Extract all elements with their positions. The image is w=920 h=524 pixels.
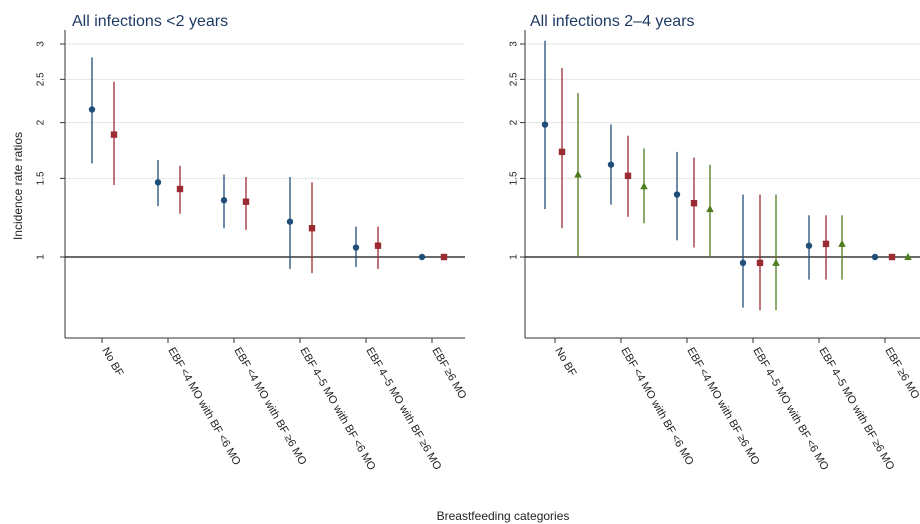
panel2-series3-point <box>772 258 780 266</box>
panel2-ytick-label: 1 <box>509 254 520 260</box>
panel2-category-label: EBF 4–5 MO with BF <6 MO <box>750 346 830 473</box>
panel2-category-label: EBF <4 MO with BF <6 MO <box>618 346 696 468</box>
panel2-series1-point <box>607 161 615 168</box>
panel1-category-label: EBF <4 MO with BF <6 MO <box>165 346 243 468</box>
x-axis-label: Breastfeeding categories <box>437 509 570 523</box>
panel1-series2-point <box>242 198 250 205</box>
panel2-series1-point <box>871 253 879 261</box>
panel2-ytick-label: 1.5 <box>509 171 520 185</box>
panel1-ytick-label: 2.5 <box>36 72 47 86</box>
panel1-series2-point <box>110 131 118 138</box>
panel1-series1-point <box>154 179 162 186</box>
panel1-category-label: EBF 4–5 MO with BF ≥6 MO <box>363 346 443 473</box>
panel2-ytick-label: 2.5 <box>509 72 520 86</box>
panel2-series2-point <box>822 240 830 248</box>
panel1-category-label: EBF <4 MO with BF ≥6 MO <box>231 346 308 468</box>
panel1-category-label: No BF <box>99 346 125 379</box>
panel1-ytick-label: 3 <box>36 41 47 47</box>
panel1-ytick-label: 1.5 <box>36 171 47 185</box>
panel2-category-label: EBF <4 MO with BF ≥6 MO <box>684 346 761 468</box>
panel2-ytick-label: 3 <box>509 41 520 47</box>
panel1-category-label: EBF ≥6 MO <box>429 346 468 402</box>
panel1-series1-point <box>418 253 426 261</box>
panel1-title: All infections <2 years <box>72 13 228 30</box>
panel2-series3-point <box>706 205 714 213</box>
panel2-category-label: No BF <box>552 346 578 379</box>
panel2-title: All infections 2–4 years <box>530 13 695 30</box>
y-axis-label: Incidence rate ratios <box>11 132 25 240</box>
panel2-category-label: EBF 4–5 MO with BF ≥6 MO <box>816 346 896 473</box>
panel1-category-label: EBF 4–5 MO with BF <6 MO <box>297 346 377 473</box>
panel1-series2-point <box>308 225 316 232</box>
panel2-series2-point <box>888 253 896 261</box>
panel1-series2-point <box>374 242 382 249</box>
panel2-category-label: EBF ≥6 MO <box>882 346 920 402</box>
panel2-series2-point <box>558 148 566 156</box>
panel1-series1-point <box>220 197 228 204</box>
panel2-series1-point <box>805 242 813 249</box>
panel2-series2-point <box>690 199 698 207</box>
panel1-series1-point <box>286 218 294 225</box>
panel2-series2-point <box>624 172 632 180</box>
panel1-ytick-label: 1 <box>36 254 47 260</box>
panel1-series2-point <box>440 253 448 261</box>
panel2-series1-point <box>673 191 681 198</box>
panel2-series3-point <box>904 253 912 260</box>
panel2-ytick-label: 2 <box>509 119 520 125</box>
panel2-series1-point <box>739 259 747 267</box>
panel1-series2-point <box>176 185 184 193</box>
panel2-series3-point <box>640 182 648 190</box>
panel1-series1-point <box>88 106 96 113</box>
panel1-ytick-label: 2 <box>36 119 47 125</box>
panel2-series1-point <box>541 121 549 128</box>
panel2-series3-point <box>838 239 846 247</box>
panel1-series1-point <box>352 244 360 251</box>
panel2-series3-point <box>574 170 582 178</box>
panel2-series2-point <box>756 259 764 267</box>
